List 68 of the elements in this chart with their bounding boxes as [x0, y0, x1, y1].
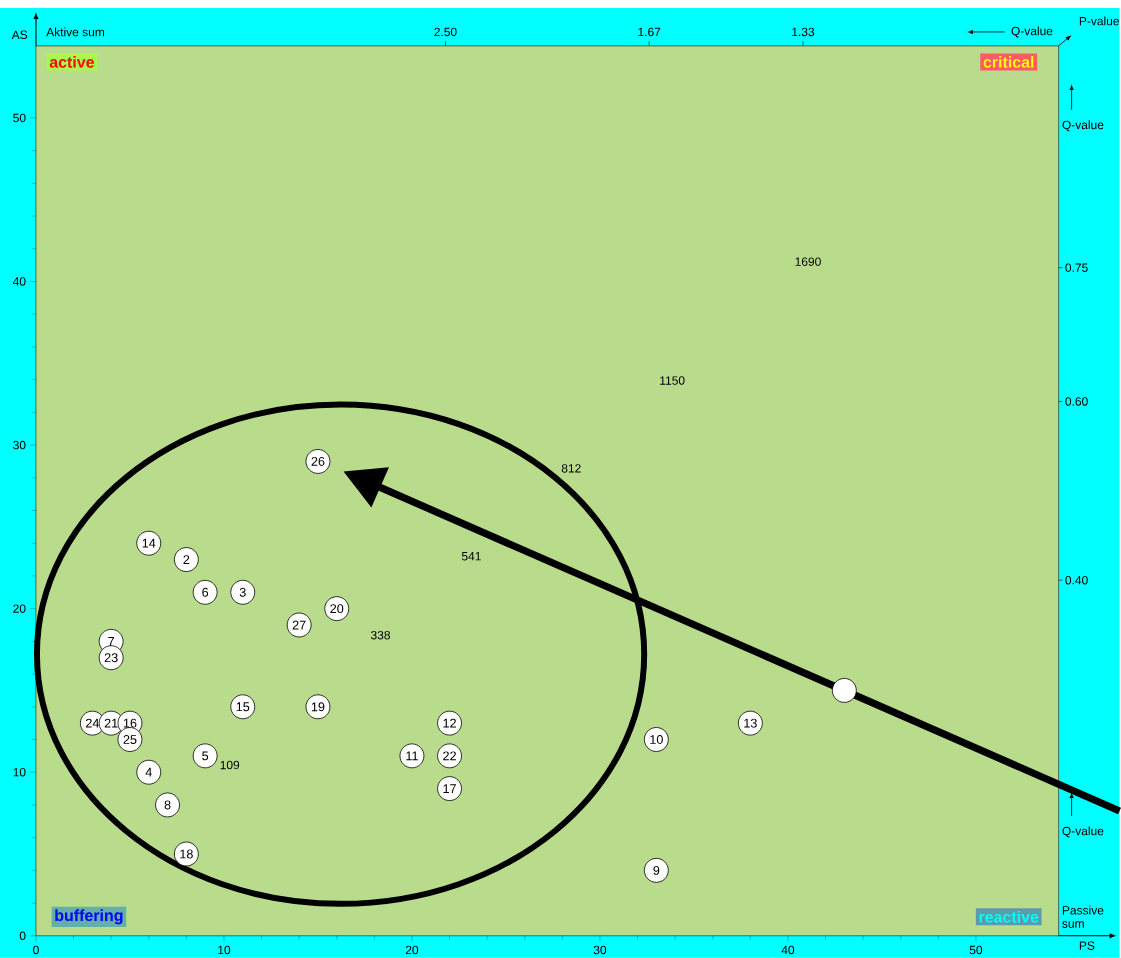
annotation: 6: [202, 587, 209, 597]
annotation: 5: [202, 751, 209, 761]
annotation: 26: [311, 456, 325, 466]
annotation: 15: [236, 702, 250, 712]
point: [192, 579, 218, 605]
annotation: reactive: [979, 910, 1039, 923]
point: [173, 547, 199, 572]
annotation: 24: [85, 718, 100, 728]
annotation: 109: [220, 760, 240, 770]
text: 0.75: [1065, 263, 1088, 272]
text: Passive sum: [1062, 905, 1104, 928]
annotation: 21: [104, 718, 118, 728]
annotation: 4: [145, 767, 152, 777]
annotation: buffering: [55, 909, 123, 925]
annotation: 10: [650, 734, 663, 744]
annotation: 14: [142, 538, 156, 548]
annotation: 2: [183, 555, 190, 564]
annotation: 13: [744, 718, 757, 728]
annotation: 25: [123, 734, 137, 744]
text: P-value: [1079, 16, 1119, 26]
point: [192, 743, 218, 769]
annotation: 23: [104, 653, 118, 663]
annotation: 22: [443, 751, 456, 761]
y-tick-label: 0: [19, 931, 26, 940]
y-tick-label: 40: [12, 277, 26, 286]
x-tick-label: 20: [405, 945, 419, 955]
text: Q-value: [1011, 26, 1053, 38]
x-tick-label: 40: [781, 945, 795, 955]
y-tick-label: 30: [13, 440, 26, 450]
point: [230, 579, 256, 605]
annotation: 1690: [795, 257, 821, 266]
text: 1.67: [638, 27, 661, 37]
point: [831, 677, 857, 703]
text: Q-value: [1062, 826, 1104, 838]
annotation: 27: [292, 620, 306, 630]
annotation: 18: [180, 849, 193, 859]
annotation: 541: [461, 551, 481, 561]
text: Q-value: [1062, 120, 1104, 132]
y-axis-title: AS: [11, 30, 28, 39]
annotation: 11: [406, 751, 418, 761]
annotation: 17: [443, 784, 456, 793]
annotation: 9: [653, 865, 660, 875]
text: 2.50: [434, 27, 457, 37]
annotation: 12: [443, 718, 456, 728]
annotation: 8: [164, 800, 171, 810]
text: 1.33: [792, 27, 815, 37]
y-tick-label: 50: [13, 113, 26, 123]
annotation: 1150: [660, 376, 685, 385]
point: [643, 857, 669, 883]
annotation: 20: [330, 604, 344, 614]
annotation: 338: [370, 630, 390, 640]
x-tick-label: 50: [969, 945, 983, 955]
text: Aktive sum: [46, 27, 105, 37]
y-tick-label: 10: [13, 767, 26, 777]
annotation: 7: [108, 636, 115, 646]
x-tick-label: 0: [33, 945, 39, 955]
x-axis-title: PS: [1079, 941, 1095, 950]
text: 0.40: [1065, 575, 1088, 585]
text: 0.60: [1065, 397, 1088, 406]
y-tick-label: 20: [13, 604, 26, 613]
x-tick-label: 10: [218, 945, 231, 955]
annotation: active: [49, 55, 95, 68]
annotation: 812: [561, 464, 581, 473]
annotation: 3: [239, 587, 246, 597]
annotation: 16: [123, 718, 137, 728]
x-tick-label: 30: [593, 945, 607, 955]
annotation: 19: [311, 702, 325, 712]
annotation: critical: [983, 55, 1034, 68]
